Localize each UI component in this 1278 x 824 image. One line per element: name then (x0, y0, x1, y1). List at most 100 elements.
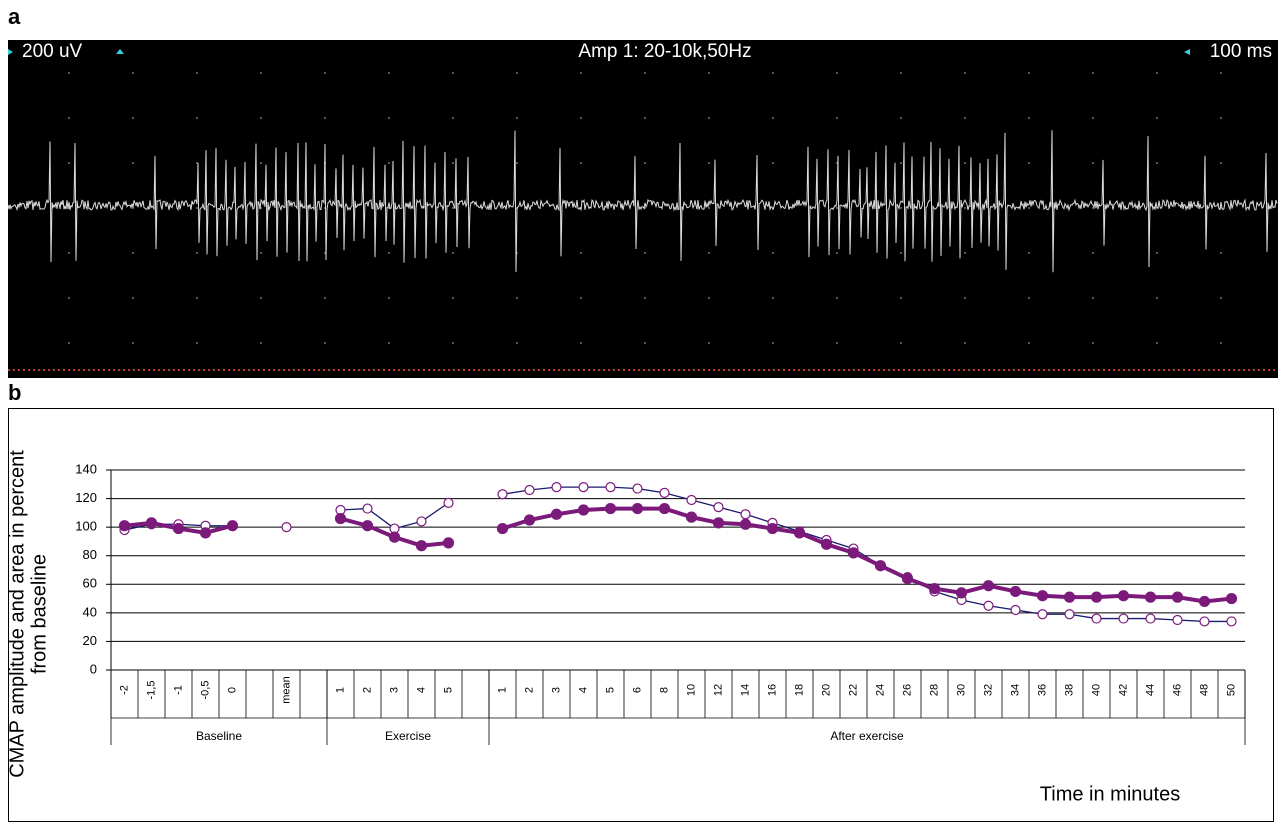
x-tick-label: 14 (739, 684, 751, 696)
open-marker (1146, 614, 1155, 623)
filled-marker (1227, 594, 1237, 604)
filled-marker (1119, 591, 1129, 601)
filled-marker (1065, 592, 1075, 602)
filled-marker (714, 518, 724, 528)
x-tick-label: 44 (1144, 684, 1156, 696)
x-tick-label: 2 (523, 687, 535, 693)
filled-marker (1038, 591, 1048, 601)
open-marker (579, 483, 588, 492)
group-label: After exercise (830, 729, 904, 743)
open-marker (1200, 617, 1209, 626)
open-marker (498, 490, 507, 499)
open-marker (1065, 610, 1074, 619)
y-axis-label: CMAP amplitude and area in percent (6, 450, 28, 778)
filled-marker (687, 512, 697, 522)
open-marker (741, 510, 750, 519)
sweep-label: 100 ms (1210, 41, 1272, 62)
filled-marker (606, 504, 616, 514)
y-tick-label: 20 (83, 633, 97, 648)
filled-marker (444, 538, 454, 548)
x-tick-label: 4 (577, 687, 589, 693)
x-tick-label: 34 (1009, 684, 1021, 696)
x-tick-label: 2 (361, 687, 373, 693)
open-marker (660, 488, 669, 497)
x-axis-label: Time in minutes (1040, 783, 1180, 805)
filled-marker (849, 548, 859, 558)
filled-marker (120, 521, 130, 531)
filled-marker (633, 504, 643, 514)
panel-label: a (8, 4, 21, 29)
filled-marker (930, 584, 940, 594)
filled-marker (552, 509, 562, 519)
filled-marker (1173, 592, 1183, 602)
x-tick-label: 4 (415, 687, 427, 693)
x-tick-label: mean (280, 676, 292, 704)
filled-marker (417, 541, 427, 551)
filled-marker (1011, 586, 1021, 596)
filled-marker (147, 518, 157, 528)
x-tick-label: 20 (820, 684, 832, 696)
y-tick-label: 80 (83, 547, 97, 562)
open-marker (1227, 617, 1236, 626)
open-marker (552, 483, 561, 492)
filled-marker (525, 515, 535, 525)
y-tick-label: 140 (75, 461, 97, 476)
filled-marker (390, 532, 400, 542)
y-tick-label: 60 (83, 576, 97, 591)
x-tick-label: -1,5 (145, 681, 157, 700)
x-tick-label: -2 (118, 685, 130, 695)
y-tick-label: 0 (90, 661, 97, 676)
x-tick-label: -0,5 (199, 681, 211, 700)
filled-marker (201, 528, 211, 538)
filled-marker (336, 514, 346, 524)
x-tick-label: 50 (1225, 684, 1237, 696)
open-marker (1173, 616, 1182, 625)
open-marker (606, 483, 615, 492)
x-tick-label: 18 (793, 684, 805, 696)
filled-marker (1092, 592, 1102, 602)
x-tick-label: 42 (1117, 684, 1129, 696)
x-tick-label: 26 (901, 684, 913, 696)
filled-marker (768, 524, 778, 534)
filled-marker (579, 505, 589, 515)
filled-marker (876, 561, 886, 571)
x-tick-label: 3 (550, 687, 562, 693)
filled-marker (363, 521, 373, 531)
x-tick-label: 38 (1063, 684, 1075, 696)
group-label: Baseline (196, 729, 242, 743)
amplifier-label: Amp 1: 20-10k,50Hz (578, 41, 751, 62)
filled-marker (903, 574, 913, 584)
x-tick-label: 10 (685, 684, 697, 696)
x-tick-label: 48 (1198, 684, 1210, 696)
open-marker (1119, 614, 1128, 623)
filled-marker (741, 519, 751, 529)
x-tick-label: 32 (982, 684, 994, 696)
filled-marker (660, 504, 670, 514)
filled-marker (795, 528, 805, 538)
y-axis-label: from baseline (28, 554, 50, 674)
y-tick-label: 120 (75, 490, 97, 505)
filled-marker (174, 524, 184, 534)
open-marker (714, 503, 723, 512)
group-label: Exercise (385, 729, 431, 743)
x-tick-label: 36 (1036, 684, 1048, 696)
x-tick-label: 5 (604, 687, 616, 693)
x-tick-label: 0 (226, 687, 238, 693)
filled-marker (957, 588, 967, 598)
x-tick-label: 3 (388, 687, 400, 693)
x-tick-label: 28 (928, 684, 940, 696)
open-marker (525, 486, 534, 495)
filled-marker (498, 524, 508, 534)
x-tick-label: -1 (172, 685, 184, 695)
x-tick-label: 1 (496, 687, 508, 693)
filled-marker (822, 539, 832, 549)
open-marker (1038, 610, 1047, 619)
x-tick-label: 16 (766, 684, 778, 696)
open-marker (282, 523, 291, 532)
filled-marker (1200, 596, 1210, 606)
filled-marker (228, 521, 238, 531)
x-tick-label: 30 (955, 684, 967, 696)
sensitivity-label: 200 uV (22, 41, 83, 62)
open-marker (444, 498, 453, 507)
x-tick-label: 40 (1090, 684, 1102, 696)
